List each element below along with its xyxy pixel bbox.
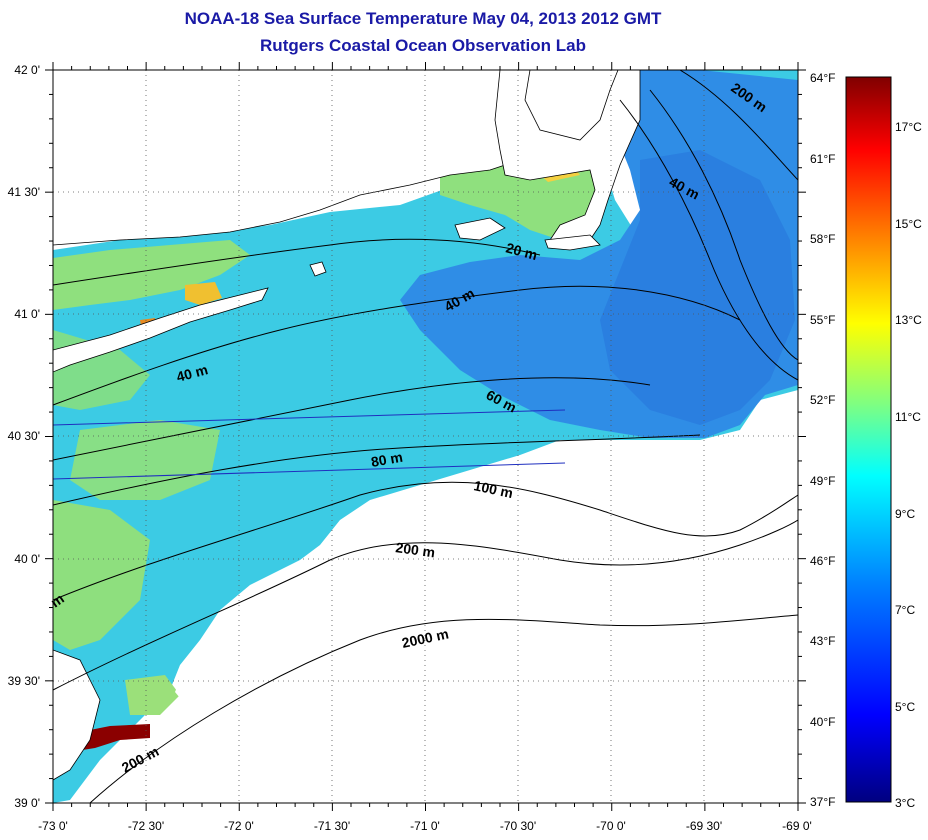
- lat-label: 39 30': [8, 674, 40, 688]
- lat-label: 40 30': [8, 429, 40, 443]
- contour-60m: [53, 377, 651, 461]
- f-label: 46°F: [810, 554, 835, 568]
- f-label: 55°F: [810, 313, 835, 327]
- contour-80m: [53, 434, 701, 506]
- f-label: 49°F: [810, 474, 835, 488]
- land-block-island: [309, 261, 327, 277]
- sst-warm-patch-1: [53, 240, 250, 310]
- contour-ne-shelf-2: [649, 89, 798, 361]
- sst-field: [53, 70, 798, 803]
- lon-label: -70 30': [500, 819, 536, 833]
- sst-cool-region-2: [600, 150, 795, 425]
- sst-warm-patch-6: [53, 500, 150, 650]
- contour-label-200m-mid: 200 m: [395, 539, 437, 560]
- lon-label: -71 0': [410, 819, 440, 833]
- lat-label: 41 0': [14, 307, 40, 321]
- c-label: 15°C: [895, 217, 922, 231]
- c-label: 13°C: [895, 313, 922, 327]
- c-label: 17°C: [895, 120, 922, 134]
- lon-label: -69 30': [686, 819, 722, 833]
- c-label: 7°C: [895, 603, 915, 617]
- c-label: 3°C: [895, 796, 915, 810]
- swath-lines: [52, 409, 566, 480]
- c-label: 11°C: [895, 410, 921, 424]
- axis-ticks: [45, 62, 806, 811]
- fahrenheit-labels: 64°F 61°F 58°F 55°F 52°F 49°F 46°F 43°F …: [810, 71, 835, 809]
- f-label: 40°F: [810, 715, 835, 729]
- bathymetry-contours: [53, 70, 798, 803]
- contour-200m-mid: [53, 519, 798, 691]
- latitude-labels: 42 0' 41 30' 41 0' 40 30' 40 0' 39 30' 3…: [8, 63, 40, 810]
- contour-2000m: [89, 614, 798, 803]
- land-cape-cod: [494, 70, 641, 246]
- contour-20m: [53, 238, 541, 286]
- sst-warm-patch-5: [70, 420, 220, 500]
- lat-label: 39 0': [14, 796, 40, 810]
- f-label: 61°F: [810, 152, 835, 166]
- longitude-labels: -73 0' -72 30' -72 0' -71 30' -71 0' -70…: [38, 819, 812, 833]
- contour-100m: [53, 481, 798, 601]
- contour-label-80m: 80 m: [370, 449, 404, 470]
- sst-warm-patch-7: [125, 675, 180, 715]
- contour-ne-shelf-1: [619, 99, 798, 381]
- lon-label: -73 0': [38, 819, 68, 833]
- lon-label: -69 0': [782, 819, 812, 833]
- land-long-island: [53, 287, 269, 373]
- f-label: 58°F: [810, 232, 835, 246]
- lat-label: 40 0': [14, 552, 40, 566]
- f-label: 37°F: [810, 795, 835, 809]
- no-data-offshore: [90, 395, 798, 803]
- f-label: 64°F: [810, 71, 835, 85]
- map-title: NOAA-18 Sea Surface Temperature May 04, …: [184, 9, 662, 28]
- colorbar: [845, 76, 892, 803]
- lon-label: -72 0': [224, 819, 254, 833]
- c-label: 9°C: [895, 507, 915, 521]
- land-nantucket: [544, 234, 601, 251]
- f-label: 43°F: [810, 634, 835, 648]
- contour-200m-offshore-ne: [679, 70, 798, 181]
- graticule: [53, 70, 798, 803]
- lon-label: -72 30': [128, 819, 164, 833]
- contour-40m-north: [53, 285, 741, 406]
- lon-label: -70 0': [596, 819, 626, 833]
- contour-label-40m-west: 40 m: [175, 361, 210, 385]
- land-nj-coast: [53, 649, 101, 781]
- lon-label: -71 30': [314, 819, 350, 833]
- land-marthas-vineyard: [454, 217, 506, 241]
- celsius-labels: 17°C 15°C 13°C 11°C 9°C 7°C 5°C 3°C: [895, 120, 922, 810]
- c-label: 5°C: [895, 700, 915, 714]
- f-label: 52°F: [810, 393, 835, 407]
- sst-hot-spot-1: [185, 282, 222, 305]
- lat-label: 41 30': [8, 185, 40, 199]
- lat-label: 42 0': [14, 63, 40, 77]
- contour-label-20m: 20 m: [504, 239, 539, 263]
- map-subtitle: Rutgers Coastal Ocean Observation Lab: [260, 36, 586, 55]
